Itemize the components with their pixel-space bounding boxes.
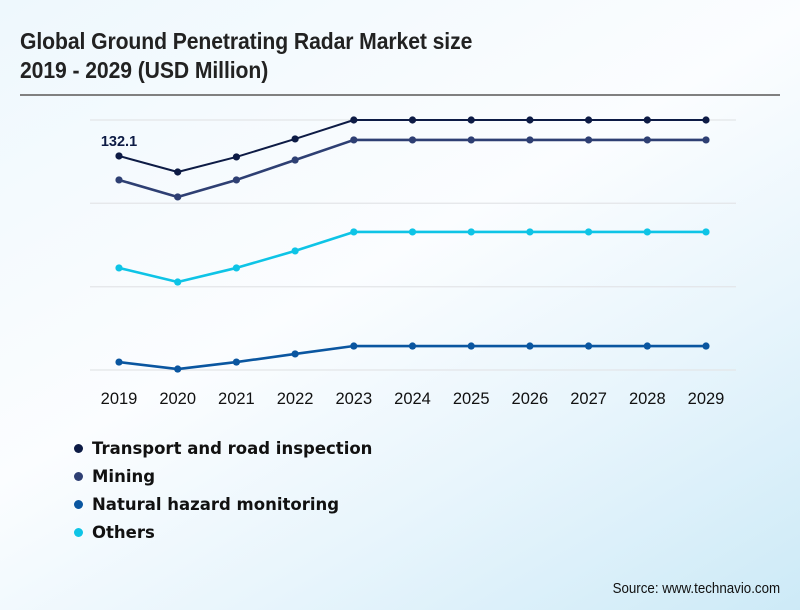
data-point-natural-hazard-monitoring [643, 342, 651, 350]
line-chart: 2019 2020 2021 2022 2023 2024 2025 2026 2027 2028… [90, 116, 736, 408]
chart-title: Global Ground Penetrating Radar Market s… [20, 27, 472, 85]
legend-marker-icon [74, 443, 83, 453]
x-tick-label: 2023 [335, 390, 372, 408]
source-note: Source: www.technavio.com [612, 581, 780, 597]
data-point-mining [291, 156, 299, 164]
x-tick-label: 2021 [218, 390, 255, 408]
data-point-natural-hazard-monitoring [585, 342, 593, 350]
data-point-natural-hazard-monitoring [232, 358, 240, 366]
data-point-natural-hazard-monitoring [526, 342, 534, 350]
data-point-others [702, 228, 710, 236]
data-point-mining [232, 176, 240, 184]
data-point-natural-hazard-monitoring [702, 342, 710, 350]
data-point-natural-hazard-monitoring [350, 342, 358, 350]
data-point-natural-hazard-monitoring [291, 350, 299, 358]
data-point-others [643, 228, 651, 236]
series-line-mining [117, 138, 708, 199]
legend-marker-icon [74, 471, 83, 481]
data-point-transport-and-road-inspection [643, 116, 651, 124]
x-tick-label: 2026 [512, 390, 549, 408]
legend-label: Transport and road inspection [92, 438, 373, 458]
series-lines [117, 119, 708, 371]
data-point-others [467, 228, 475, 236]
data-point-others [115, 264, 123, 272]
x-tick-label: 2029 [688, 390, 725, 408]
data-point-transport-and-road-inspection [526, 116, 534, 124]
data-point-mining [408, 136, 417, 144]
data-point-mining [526, 136, 534, 144]
legend-item: Others [74, 518, 372, 546]
data-label: 132.1 [101, 134, 137, 150]
data-point-transport-and-road-inspection [350, 116, 358, 124]
data-point-others [585, 228, 593, 236]
data-point-transport-and-road-inspection [115, 152, 123, 160]
series-line-transport-and-road-inspection [118, 119, 707, 174]
data-point-others [174, 278, 182, 286]
data-point-others [291, 247, 299, 255]
data-point-transport-and-road-inspection [174, 168, 182, 176]
x-tick-label: 2019 [101, 390, 138, 408]
data-point-mining [467, 136, 475, 144]
data-point-natural-hazard-monitoring [174, 365, 182, 373]
data-point-transport-and-road-inspection [467, 116, 475, 124]
data-point-transport-and-road-inspection [585, 116, 593, 124]
legend-item: Transport and road inspection [74, 434, 372, 462]
legend-item: Mining [74, 462, 372, 490]
data-point-mining [115, 176, 123, 184]
data-point-others [526, 228, 534, 236]
x-axis-tick-labels: 2019 2020 2021 2022 2023 2024 2025 2026 2027 2028… [101, 390, 725, 408]
data-point-mining [702, 136, 710, 144]
data-point-transport-and-road-inspection [291, 135, 299, 143]
x-tick-label: 2024 [394, 390, 431, 408]
legend-label: Mining [92, 466, 156, 486]
x-tick-label: 2025 [453, 390, 490, 408]
legend-marker-icon [74, 527, 83, 537]
series-line-others [117, 230, 708, 284]
data-point-others [350, 228, 358, 236]
gridlines [90, 119, 736, 371]
x-tick-label: 2028 [629, 390, 666, 408]
data-labels: 132.1 [101, 134, 137, 150]
data-point-transport-and-road-inspection [232, 153, 240, 161]
data-point-natural-hazard-monitoring [408, 342, 417, 350]
legend-item: Natural hazard monitoring [74, 490, 372, 518]
data-point-natural-hazard-monitoring [467, 342, 475, 350]
chart-title-line-2: 2019 - 2029 (USD Million) [20, 57, 269, 83]
x-tick-label: 2022 [277, 390, 314, 408]
x-tick-label: 2027 [570, 390, 607, 408]
legend-marker-icon [74, 499, 83, 509]
data-point-mining [585, 136, 593, 144]
data-point-others [408, 228, 417, 236]
data-point-transport-and-road-inspection [408, 116, 417, 124]
data-point-others [232, 264, 240, 272]
legend: Transport and road inspection Mining Natur… [74, 434, 372, 546]
data-point-mining [174, 193, 182, 201]
data-point-mining [350, 136, 358, 144]
data-point-transport-and-road-inspection [702, 116, 710, 124]
series-points [115, 116, 710, 373]
data-point-natural-hazard-monitoring [115, 358, 123, 366]
legend-label: Natural hazard monitoring [92, 494, 340, 514]
data-point-mining [643, 136, 651, 144]
x-tick-label: 2020 [159, 390, 196, 408]
legend-label: Others [92, 522, 155, 542]
title-divider [20, 94, 780, 96]
chart-title-line-1: Global Ground Penetrating Radar Market s… [20, 28, 473, 54]
